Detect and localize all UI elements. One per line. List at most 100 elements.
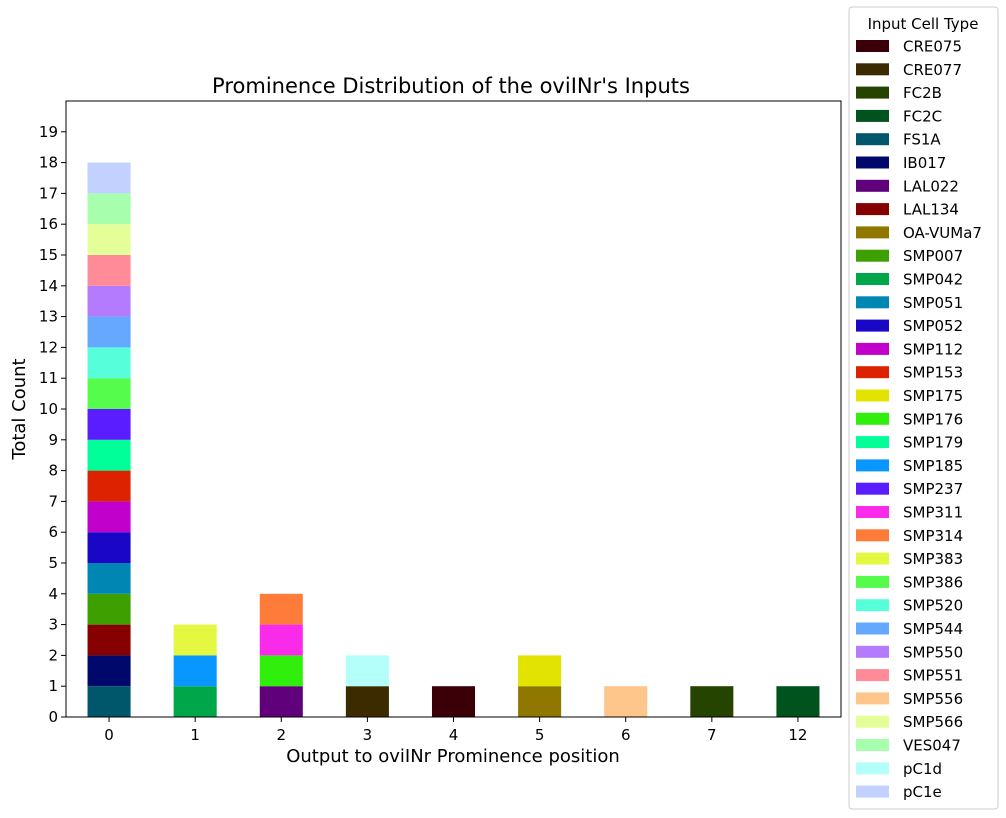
- legend-swatch-smp175: [856, 389, 889, 402]
- bar-segment-fc2c-12: [776, 686, 820, 717]
- legend-label-cre077: CRE077: [903, 61, 962, 79]
- legend-label-fs1a: FS1A: [903, 131, 941, 149]
- legend-title: Input Cell Type: [868, 15, 979, 33]
- bar-segment-smp383-1: [173, 624, 217, 656]
- legend-label-smp314: SMP314: [903, 527, 963, 545]
- bar-segment-smp179-0: [87, 439, 131, 471]
- bar-segment-smp176-2: [259, 655, 303, 687]
- legend-label-ib017: IB017: [903, 154, 946, 172]
- y-tick-label: 6: [48, 523, 58, 541]
- legend-label-smp179: SMP179: [903, 434, 963, 452]
- legend-swatch-lal134: [856, 203, 889, 216]
- bar-segment-smp112-0: [87, 501, 131, 533]
- x-axis-title: Output to oviINr Prominence position: [286, 746, 620, 767]
- bar-segment-smp520-0: [87, 347, 131, 379]
- legend-label-smp386: SMP386: [903, 573, 963, 591]
- x-tick-label: 7: [707, 726, 717, 744]
- y-axis-title: Total Count: [9, 358, 30, 460]
- legend-swatch-smp386: [856, 575, 889, 588]
- bar-segment-oa-vuma7-5: [518, 686, 562, 717]
- legend-label-smp311: SMP311: [903, 504, 963, 522]
- y-tick-label: 7: [48, 492, 58, 510]
- bar-segment-fc2b-7: [690, 686, 734, 717]
- bar-segment-smp314-2: [259, 593, 303, 625]
- legend-items: CRE075 CRE077 FC2B FC2C FS1A IB017 LAL022 LAL13…: [856, 38, 982, 801]
- legend-swatch-smp311: [856, 506, 889, 518]
- legend-swatch-smp007: [856, 249, 889, 262]
- legend-swatch-smp383: [856, 552, 889, 565]
- legend-swatch-smp051: [856, 296, 889, 309]
- bar-segment-smp175-5: [518, 655, 562, 687]
- legend-swatch-smp566: [856, 715, 889, 728]
- bar-segment-ib017-0: [87, 655, 131, 687]
- chart-title: Prominence Distribution of the oviINr's …: [212, 74, 690, 98]
- legend-swatch-ves047: [856, 739, 889, 751]
- legend-swatch-lal022: [856, 179, 889, 192]
- y-tick-label: 12: [39, 338, 58, 356]
- bar-segment-smp185-1: [173, 655, 217, 687]
- legend-swatch-smp052: [856, 319, 889, 332]
- bar-segment-smp042-1: [173, 686, 217, 717]
- legend-swatch-smp176: [856, 412, 889, 425]
- y-tick-label: 13: [39, 308, 58, 326]
- legend-swatch-smp544: [856, 622, 889, 635]
- legend-label-smp520: SMP520: [903, 597, 963, 615]
- bar-segment-lal022-2: [259, 686, 303, 717]
- legend-swatch-pc1d: [856, 762, 889, 775]
- x-tick-label: 6: [621, 726, 631, 744]
- bar-segment-smp051-0: [87, 563, 131, 594]
- y-tick-label: 10: [39, 400, 58, 418]
- bar-segment-smp551-0: [87, 255, 131, 286]
- legend-label-smp153: SMP153: [903, 364, 963, 382]
- y-tick-label: 5: [48, 554, 58, 572]
- x-tick-label: 3: [363, 726, 373, 744]
- x-tick-label: 0: [104, 726, 114, 744]
- y-tick-label: 16: [39, 215, 58, 233]
- legend-label-smp556: SMP556: [903, 690, 963, 708]
- legend-label-smp052: SMP052: [903, 317, 963, 335]
- y-tick-label: 1: [48, 677, 58, 695]
- legend-label-smp237: SMP237: [903, 480, 963, 498]
- bar-segment-smp311-2: [259, 624, 303, 656]
- legend-swatch-cre077: [856, 63, 889, 76]
- bar-segment-smp386-0: [87, 378, 131, 409]
- legend-label-smp007: SMP007: [903, 247, 963, 265]
- y-tick-label: 14: [39, 277, 58, 295]
- legend-swatch-smp550: [856, 645, 889, 658]
- bar-segment-cre075-4: [431, 686, 476, 717]
- y-tick-label: 8: [48, 462, 58, 480]
- legend-label-cre075: CRE075: [903, 38, 962, 56]
- bar-segment-smp550-0: [87, 285, 131, 317]
- legend-label-pc1d: pC1d: [903, 760, 942, 778]
- legend-swatch-oa-vuma7: [856, 226, 889, 239]
- legend-label-smp383: SMP383: [903, 550, 963, 568]
- y-tick-label: 3: [48, 616, 58, 634]
- legend-swatch-smp551: [856, 669, 889, 682]
- bar-segment-pc1e-0: [87, 162, 131, 194]
- legend-swatch-smp042: [856, 273, 889, 285]
- y-tick-label: 2: [48, 646, 58, 664]
- legend-swatch-smp185: [856, 459, 889, 472]
- x-tick-label: 5: [535, 726, 545, 744]
- bar-segment-pc1d-3: [345, 655, 389, 687]
- legend-frame: [848, 6, 999, 810]
- legend-label-pc1e: pC1e: [903, 783, 942, 801]
- legend-swatch-pc1e: [856, 785, 889, 798]
- y-tick-label: 9: [48, 431, 58, 449]
- legend-label-smp051: SMP051: [903, 294, 963, 312]
- bar-segment-smp237-0: [87, 409, 131, 440]
- legend-swatch-smp520: [856, 599, 889, 612]
- legend-label-smp544: SMP544: [903, 620, 963, 638]
- bar-segment-smp544-0: [87, 316, 131, 348]
- legend-swatch-smp314: [856, 529, 889, 542]
- legend-swatch-cre075: [856, 40, 889, 52]
- legend-label-smp185: SMP185: [903, 457, 963, 475]
- x-tick-label: 12: [788, 726, 807, 744]
- x-tick-label: 1: [190, 726, 200, 744]
- legend-label-smp175: SMP175: [903, 387, 963, 405]
- y-tick-label: 0: [48, 708, 58, 726]
- legend-label-smp566: SMP566: [903, 713, 963, 731]
- bar-segment-smp566-0: [87, 224, 131, 255]
